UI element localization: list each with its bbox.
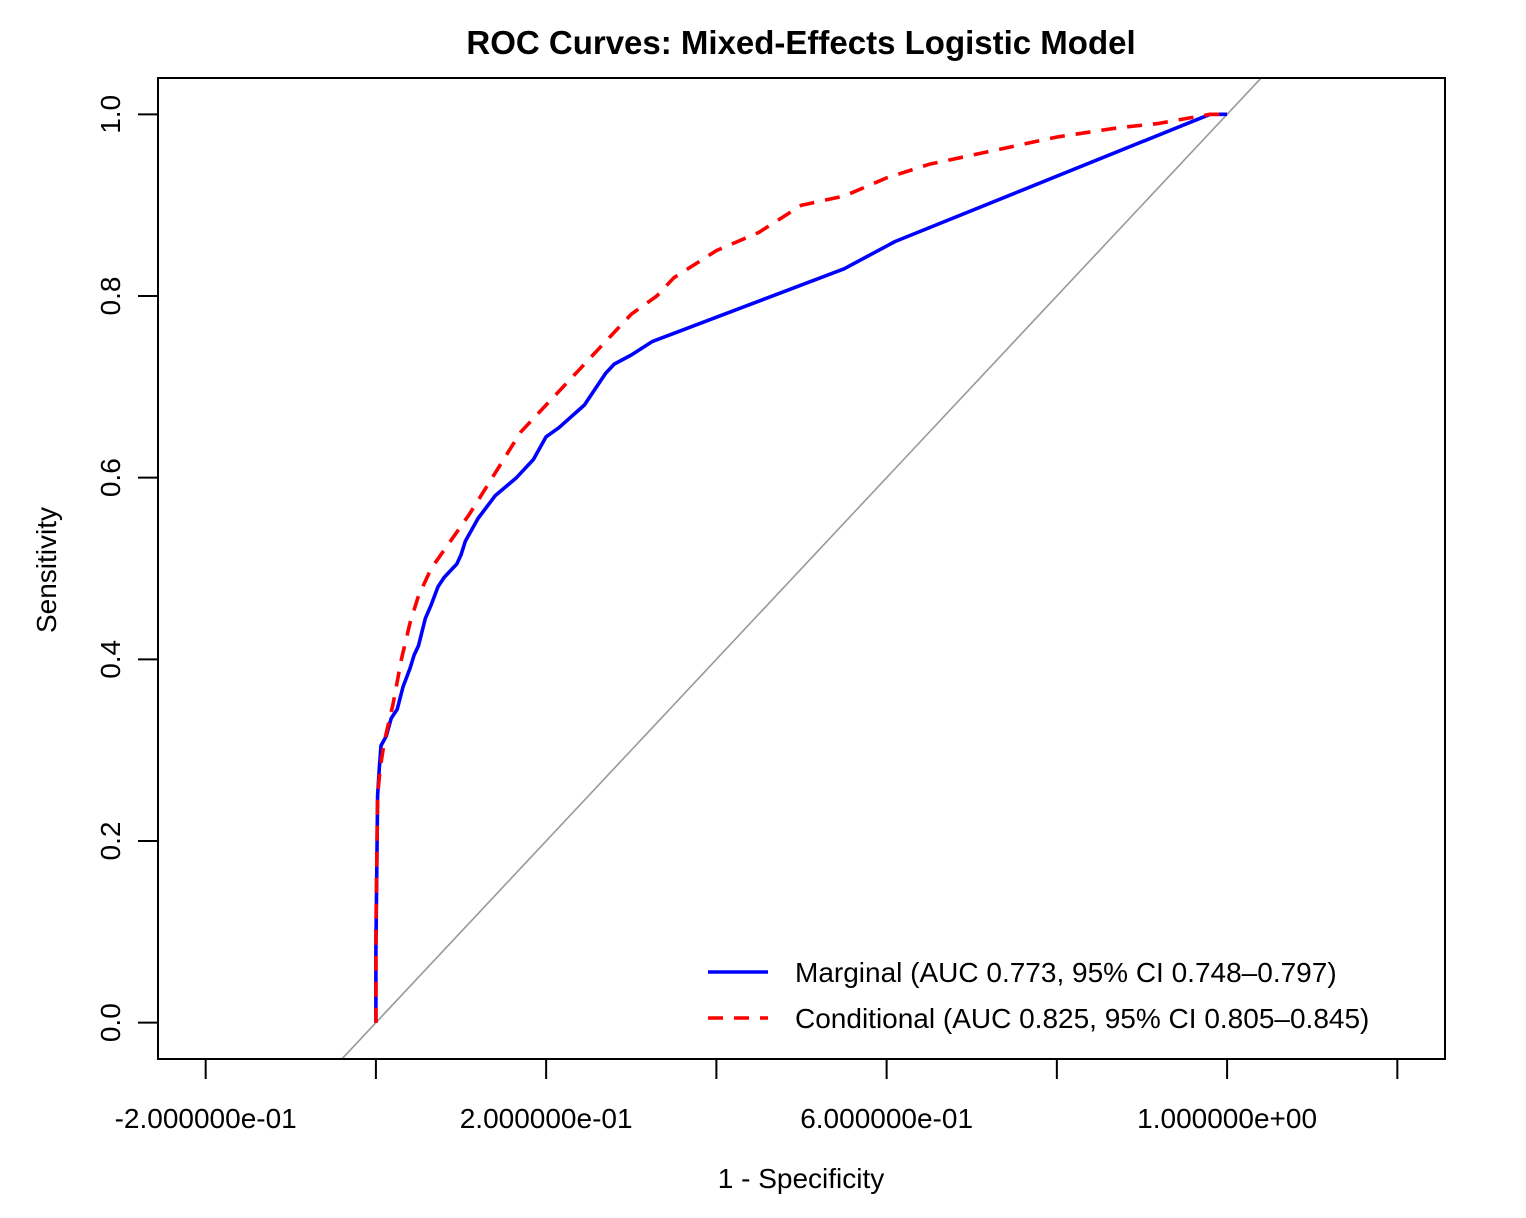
plot-area: -2.000000e-01 2.000000e-01 6.000000e-01 1.0… (95, 77, 1446, 1134)
x-tick-label: 6.000000e-01 (800, 1103, 973, 1134)
legend-label-marginal: Marginal (AUC 0.773, 95% CI 0.748–0.797) (795, 957, 1337, 988)
chart-title: ROC Curves: Mixed-Effects Logistic Model (466, 24, 1135, 61)
legend-label-conditional: Conditional (AUC 0.825, 95% CI 0.805–0.8… (795, 1003, 1369, 1034)
x-axis-label: 1 - Specificity (718, 1163, 885, 1194)
x-tick-label: 1.000000e+00 (1137, 1103, 1317, 1134)
y-tick-label: 0.8 (95, 277, 126, 316)
y-axis-label: Sensitivity (31, 507, 62, 633)
series-line-marginal (374, 112, 1228, 1023)
x-tick-label: -2.000000e-01 (115, 1103, 297, 1134)
x-tick-label: 2.000000e-01 (460, 1103, 633, 1134)
y-tick-label: 1.0 (95, 95, 126, 134)
y-tick-label: 0.0 (95, 1003, 126, 1042)
y-tick-label: 0.2 (95, 822, 126, 861)
legend: Marginal (AUC 0.773, 95% CI 0.748–0.797)… (708, 957, 1369, 1034)
y-tick-label: 0.6 (95, 458, 126, 497)
diagonal-reference-line (340, 78, 1263, 1059)
y-tick-label: 0.4 (95, 640, 126, 679)
series-line-conditional (374, 112, 1228, 1023)
